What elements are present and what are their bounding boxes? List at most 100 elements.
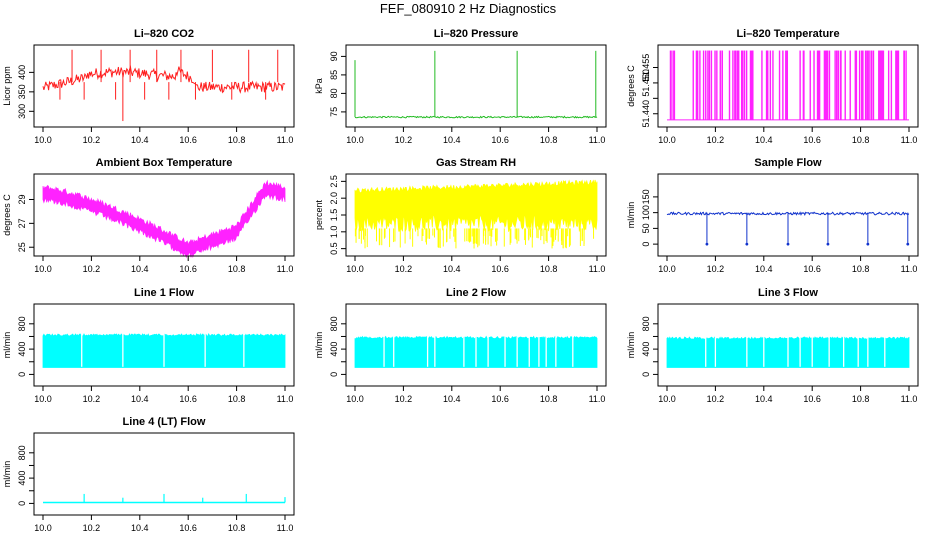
series-line <box>42 65 286 94</box>
y-tick-label: 2.5 <box>329 175 339 188</box>
y-tick-label: 800 <box>17 445 27 460</box>
y-tick-label: 100 <box>641 205 651 220</box>
x-tick-label: 10.8 <box>540 394 558 404</box>
x-tick-label: 10.0 <box>34 135 52 145</box>
plot-frame <box>33 173 295 257</box>
y-tick-label: 0 <box>329 372 339 377</box>
y-axis-label: Licor ppm <box>2 66 12 106</box>
y-tick-label: 150 <box>641 189 651 204</box>
panel-10: Line 4 (LT) Flow ml/min 10.0 10.2 10.4 10.6 10… <box>2 416 295 533</box>
x-tick-label: 10.8 <box>852 135 870 145</box>
y-axis-label: percent <box>314 199 324 230</box>
x-tick-label: 10.4 <box>443 394 461 404</box>
x-tick-label: 10.6 <box>491 264 509 274</box>
x-tick-label: 10.2 <box>395 394 413 404</box>
y-tick-label: 1.5 <box>329 209 339 222</box>
x-tick-label: 11.0 <box>901 394 918 404</box>
x-tick-label: 10.0 <box>346 135 364 145</box>
panel-2: Li–820 Pressure kPa 10.0 10.2 10.4 10.6 10.8 11… <box>314 28 607 145</box>
x-tick-label: 10.6 <box>179 135 197 145</box>
panel-title: Line 1 Flow <box>134 287 194 299</box>
panel-9: Line 3 Flow ml/min 10.0 10.2 10.4 10.6 10.8 11.… <box>626 287 919 404</box>
y-tick-label: 0 <box>641 242 651 247</box>
x-tick-label: 11.0 <box>277 264 294 274</box>
y-tick-label: 0 <box>17 501 27 506</box>
x-tick-label: 10.2 <box>707 135 725 145</box>
y-tick-label: 0 <box>17 372 27 377</box>
x-tick-label: 10.6 <box>491 394 509 404</box>
x-tick-label: 10.4 <box>131 394 149 404</box>
x-tick-label: 10.4 <box>755 264 773 274</box>
x-tick-label: 10.4 <box>131 135 149 145</box>
panel-8: Line 2 Flow ml/min 10.0 10.2 10.4 10.6 10.8 11.… <box>314 287 607 404</box>
x-tick-label: 10.8 <box>228 523 246 533</box>
x-tick-label: 10.2 <box>83 394 101 404</box>
x-tick-label: 10.2 <box>707 264 725 274</box>
y-tick-label: 0.5 <box>329 242 339 255</box>
plot-frame <box>657 44 919 128</box>
x-tick-label: 10.2 <box>395 264 413 274</box>
y-axis-label: ml/min <box>626 202 636 229</box>
panel-title: Li–820 CO2 <box>134 28 194 40</box>
x-tick-label: 10.4 <box>443 135 461 145</box>
plot-frame <box>33 303 295 387</box>
plot-frame <box>657 173 919 257</box>
panel-4: Ambient Box Temperature degrees C 10.0 10.2… <box>2 157 295 274</box>
y-tick-label: 800 <box>329 316 339 331</box>
y-axis-label: degrees C <box>626 65 636 107</box>
y-tick-label: 300 <box>17 104 27 119</box>
x-tick-label: 10.0 <box>346 394 364 404</box>
x-tick-label: 10.6 <box>179 394 197 404</box>
x-tick-label: 10.6 <box>803 394 821 404</box>
x-tick-label: 11.0 <box>277 523 294 533</box>
y-tick-label: 400 <box>17 65 27 80</box>
x-tick-label: 10.4 <box>443 264 461 274</box>
x-tick-label: 11.0 <box>589 394 606 404</box>
x-tick-label: 10.2 <box>83 264 101 274</box>
x-tick-label: 10.4 <box>755 135 773 145</box>
y-tick-label: 51.455 <box>641 54 651 82</box>
x-tick-label: 10.0 <box>658 135 676 145</box>
series-point <box>866 242 870 246</box>
panel-title: Li–820 Temperature <box>736 28 839 40</box>
series-point <box>906 242 910 246</box>
plot-frame <box>657 303 919 387</box>
x-tick-label: 10.4 <box>131 523 149 533</box>
plot-frame <box>345 44 607 128</box>
x-tick-label: 10.6 <box>803 135 821 145</box>
x-tick-label: 11.0 <box>277 135 294 145</box>
y-axis-label: ml/min <box>314 332 324 359</box>
panel-7: Line 1 Flow ml/min 10.0 10.2 10.4 10.6 10.8 11.… <box>2 287 295 404</box>
y-axis-label: ml/min <box>2 332 12 359</box>
y-tick-label: 400 <box>641 342 651 357</box>
x-tick-label: 10.4 <box>131 264 149 274</box>
y-tick-label: 350 <box>17 84 27 99</box>
y-axis-label: kPa <box>314 78 324 94</box>
y-tick-label: 400 <box>17 342 27 357</box>
y-tick-label: 75 <box>329 107 339 117</box>
series-point <box>745 242 749 246</box>
y-tick-label: 2.0 <box>329 192 339 205</box>
y-tick-label: 1.0 <box>329 226 339 239</box>
x-tick-label: 11.0 <box>901 135 918 145</box>
y-tick-label: 50 <box>641 223 651 233</box>
x-tick-label: 10.8 <box>228 135 246 145</box>
y-tick-label: 27 <box>17 218 27 228</box>
series-point <box>826 242 830 246</box>
series-band <box>42 179 286 259</box>
y-tick-label: 29 <box>17 194 27 204</box>
series-line <box>354 115 598 119</box>
x-tick-label: 10.8 <box>228 394 246 404</box>
y-tick-label: 800 <box>17 316 27 331</box>
y-axis-label: degrees C <box>2 194 12 236</box>
x-tick-label: 10.6 <box>179 264 197 274</box>
x-tick-label: 10.0 <box>34 394 52 404</box>
x-tick-label: 10.0 <box>658 394 676 404</box>
panel-1: Li–820 CO2 Licor ppm 10.0 10.2 10.4 10.6 10.8 1… <box>2 28 295 145</box>
panel-title: Sample Flow <box>754 157 822 169</box>
x-tick-label: 10.2 <box>395 135 413 145</box>
y-axis-label: ml/min <box>626 332 636 359</box>
panel-title: Line 3 Flow <box>758 287 818 299</box>
plot-frame <box>33 432 295 516</box>
